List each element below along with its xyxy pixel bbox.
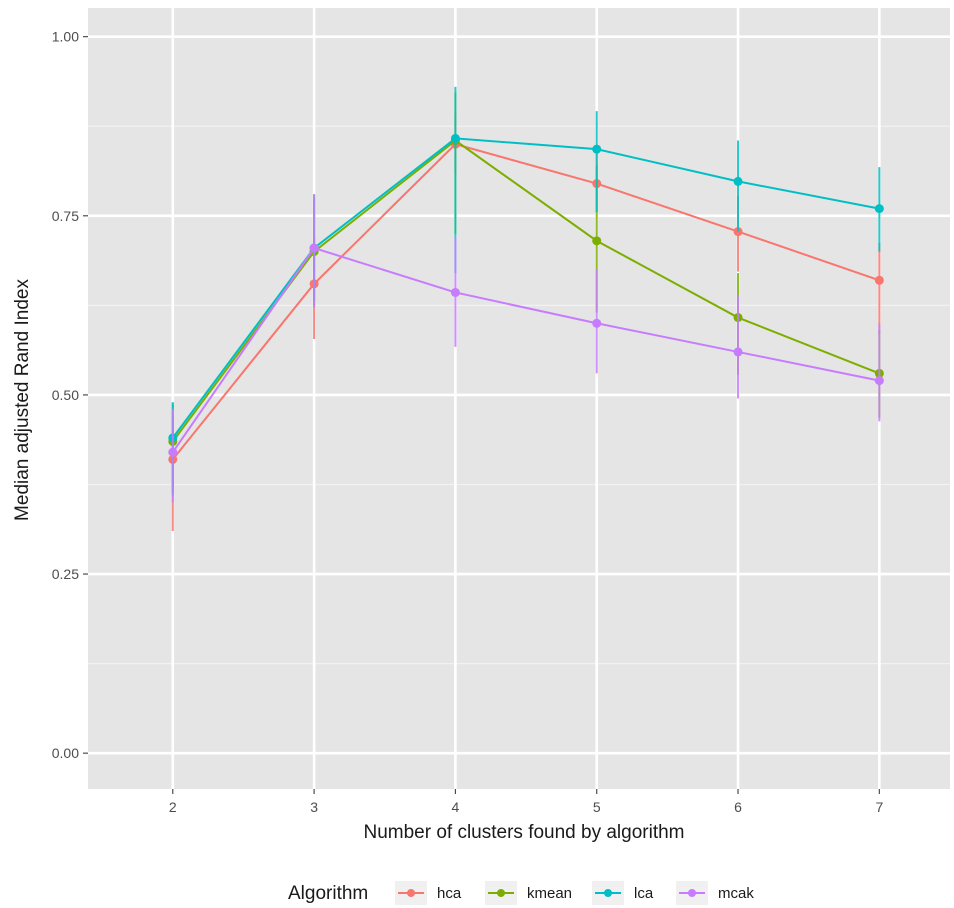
legend-item-kmean: kmean [485,881,572,905]
y-tick-label: 0.50 [52,387,79,403]
legend-label: mcak [718,885,754,902]
x-tick-label: 5 [593,799,601,815]
legend-item-hca: hca [395,881,462,905]
point-hca [874,275,884,285]
legend-label: kmean [527,885,572,902]
point-kmean [592,236,602,246]
point-lca [733,176,743,186]
legend: Algorithm hca kmean lca mcak [288,881,754,905]
y-axis-title: Median adjusted Rand Index [12,279,33,521]
legend-item-mcak: mcak [676,881,754,905]
line-hca [172,143,880,461]
x-tick-label: 6 [734,799,742,815]
point-mcak [450,287,460,297]
point-lca [874,204,884,214]
point-lca [592,144,602,154]
legend-label: hca [437,885,462,902]
x-axis-title: Number of clusters found by algorithm [363,822,684,843]
y-tick-label: 0.00 [52,745,79,761]
x-tick-label: 4 [452,799,460,815]
plot-panel [88,8,950,789]
point-mcak [874,376,884,386]
x-tick-label: 7 [875,799,883,815]
point-mcak [592,318,602,328]
y-axis: 0.00 0.25 0.50 0.75 1.00 [52,29,88,761]
legend-label: lca [634,885,654,902]
y-tick-label: 0.25 [52,566,79,582]
x-axis: 2 3 4 5 6 7 [169,789,883,815]
series-mcak [168,194,884,503]
line-mcak [171,246,880,453]
legend-title: Algorithm [288,883,368,904]
legend-key-point [604,889,612,897]
legend-key-point [688,889,696,897]
x-tick-label: 2 [169,799,177,815]
point-lca [450,133,460,143]
legend-key-point [407,889,415,897]
y-tick-label: 1.00 [52,29,79,45]
y-tick-label: 0.75 [52,208,79,224]
line-lca [171,137,880,439]
point-mcak [168,447,178,457]
point-mcak [733,347,743,357]
legend-key-point [497,889,505,897]
point-mcak [309,243,319,253]
x-tick-label: 3 [310,799,318,815]
legend-item-lca: lca [592,881,654,905]
series-layer [168,86,884,532]
